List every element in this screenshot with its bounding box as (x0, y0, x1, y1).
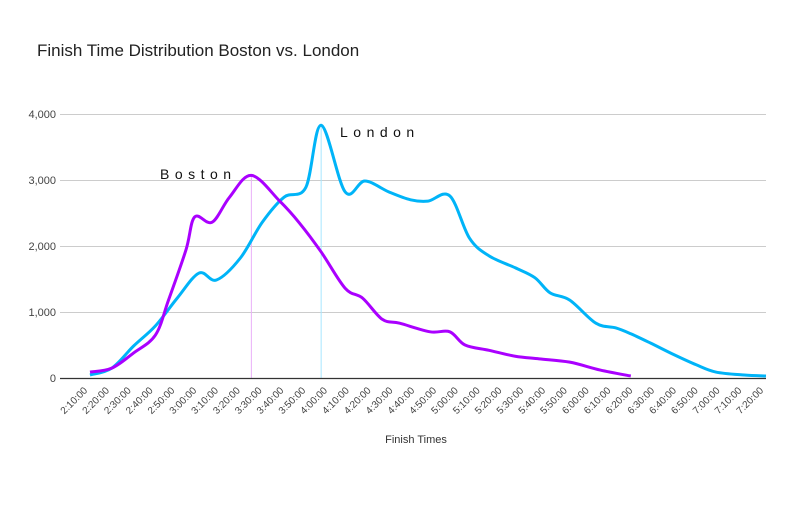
y-tick-label: 0 (50, 373, 56, 385)
x-axis-title: Finish Times (385, 434, 447, 446)
chart-title: Finish Time Distribution Boston vs. Lond… (37, 41, 359, 60)
y-tick-label: 3,000 (28, 175, 56, 187)
series-line-london (90, 125, 766, 376)
annotation-boston: Boston (160, 166, 237, 182)
gridlines (60, 115, 766, 313)
x-axis-ticks: 2:10:002:20:002:30:002:40:002:50:003:00:… (59, 385, 767, 417)
y-tick-label: 2,000 (28, 241, 56, 253)
series-line-boston (90, 175, 631, 376)
y-axis-ticks: 0 1,000 2,000 3,000 4,000 (28, 109, 56, 385)
annotation-london: London (340, 124, 420, 140)
y-tick-label: 4,000 (28, 109, 56, 121)
series-lines (90, 125, 766, 376)
y-tick-label: 1,000 (28, 307, 56, 319)
